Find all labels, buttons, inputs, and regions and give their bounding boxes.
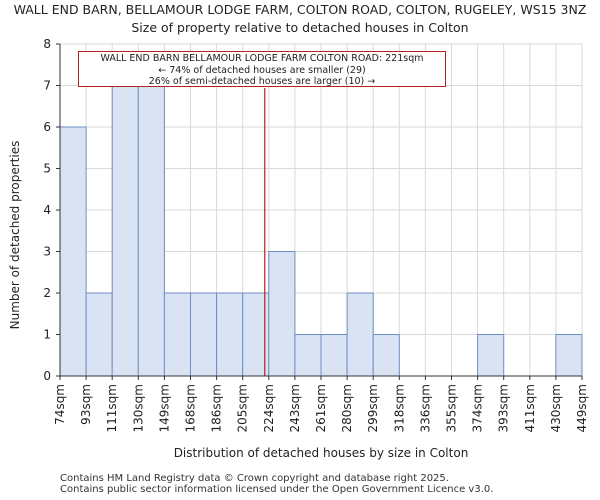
y-tick-label: 0 (43, 369, 51, 383)
bar (59, 126, 87, 377)
footer-licence: Contains public sector information licen… (60, 484, 494, 495)
y-tick-label: 1 (43, 328, 51, 342)
bar (320, 334, 348, 377)
y-tick-label: 7 (43, 79, 51, 93)
annotation-line-3: 26% of semi-detached houses are larger (… (148, 76, 376, 87)
bar (294, 334, 322, 377)
bar (190, 292, 218, 377)
annotation-line-1: WALL END BARN BELLAMOUR LODGE FARM COLTO… (100, 53, 424, 64)
x-tick-label: 355sqm (445, 384, 459, 432)
chart-title: Size of property relative to detached ho… (131, 20, 469, 35)
x-tick-label: 74sqm (53, 384, 67, 425)
x-tick-label: 411sqm (523, 384, 537, 432)
x-tick-label: 168sqm (184, 384, 198, 432)
x-tick-label: 374sqm (471, 384, 485, 432)
bar (163, 292, 191, 377)
x-tick-label: 93sqm (79, 384, 93, 425)
x-tick-label: 430sqm (549, 384, 563, 432)
bar (111, 85, 139, 377)
x-tick-label: 280sqm (340, 384, 354, 432)
bar (137, 85, 165, 377)
bar (346, 292, 374, 377)
annotation-box: WALL END BARN BELLAMOUR LODGE FARM COLTO… (78, 51, 446, 87)
y-axis-ticks: 0 1 2 3 4 5 6 7 8 (43, 37, 60, 383)
x-tick-label: 186sqm (210, 384, 224, 432)
bar (477, 334, 505, 377)
bar (268, 251, 296, 377)
x-tick-label: 393sqm (497, 384, 511, 432)
x-tick-label: 243sqm (288, 384, 302, 432)
y-tick-label: 8 (43, 37, 51, 51)
y-tick-label: 6 (43, 120, 51, 134)
bar (216, 292, 244, 377)
x-tick-label: 111sqm (105, 384, 119, 432)
footer-copyright: Contains HM Land Registry data © Crown c… (60, 473, 449, 484)
x-tick-label: 149sqm (157, 384, 171, 432)
bar (85, 292, 113, 377)
x-tick-label: 336sqm (418, 384, 432, 432)
axes (59, 44, 582, 377)
y-tick-label: 2 (43, 286, 51, 300)
y-tick-label: 4 (43, 203, 51, 217)
annotation-line-2: ← 74% of detached houses are smaller (29… (158, 64, 366, 76)
x-tick-label: 205sqm (236, 384, 250, 432)
y-axis-label: Number of detached properties (8, 140, 22, 330)
bars (59, 85, 583, 377)
x-tick-label: 130sqm (131, 384, 145, 432)
bar (372, 334, 400, 377)
x-tick-label: 449sqm (575, 384, 589, 432)
bar (555, 334, 583, 377)
x-axis-ticks: 74sqm 93sqm 111sqm 130sqm 149sqm 168sqm 186sqm… (53, 376, 589, 432)
chart-title-address: WALL END BARN, BELLAMOUR LODGE FARM, COL… (13, 2, 587, 17)
x-tick-label: 318sqm (392, 384, 406, 432)
x-axis-label: Distribution of detached houses by size … (173, 446, 469, 460)
x-tick-label: 224sqm (262, 384, 276, 432)
x-tick-label: 261sqm (314, 384, 328, 432)
x-tick-label: 299sqm (366, 384, 380, 432)
y-tick-label: 5 (43, 162, 51, 176)
y-tick-label: 3 (43, 245, 51, 259)
